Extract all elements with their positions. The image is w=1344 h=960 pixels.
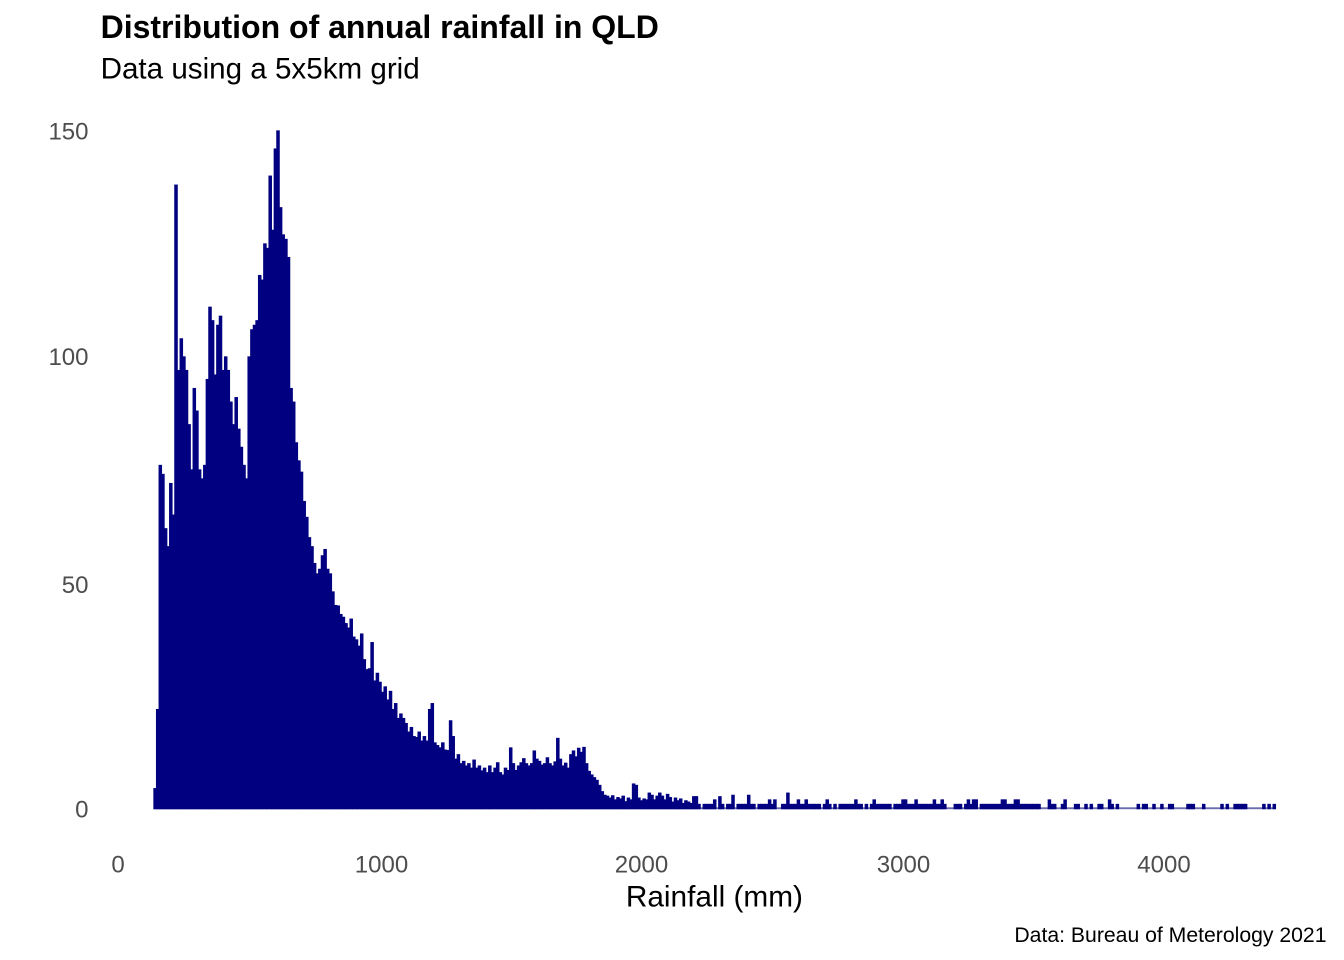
svg-text:0: 0 xyxy=(111,852,124,879)
svg-text:Rainfall (mm): Rainfall (mm) xyxy=(626,880,803,913)
svg-text:100: 100 xyxy=(48,344,88,371)
svg-text:50: 50 xyxy=(62,572,89,599)
svg-text:150: 150 xyxy=(48,119,88,146)
svg-text:Data using a 5x5km grid: Data using a 5x5km grid xyxy=(101,53,420,86)
svg-text:3000: 3000 xyxy=(877,852,930,879)
svg-text:4000: 4000 xyxy=(1137,852,1190,879)
svg-text:Distribution of annual rainfal: Distribution of annual rainfall in QLD xyxy=(101,9,659,45)
svg-text:Data: Bureau of Meterology 202: Data: Bureau of Meterology 2021 xyxy=(1014,924,1326,947)
svg-text:0: 0 xyxy=(75,797,88,824)
svg-text:1000: 1000 xyxy=(355,852,408,879)
svg-text:2000: 2000 xyxy=(615,852,668,879)
